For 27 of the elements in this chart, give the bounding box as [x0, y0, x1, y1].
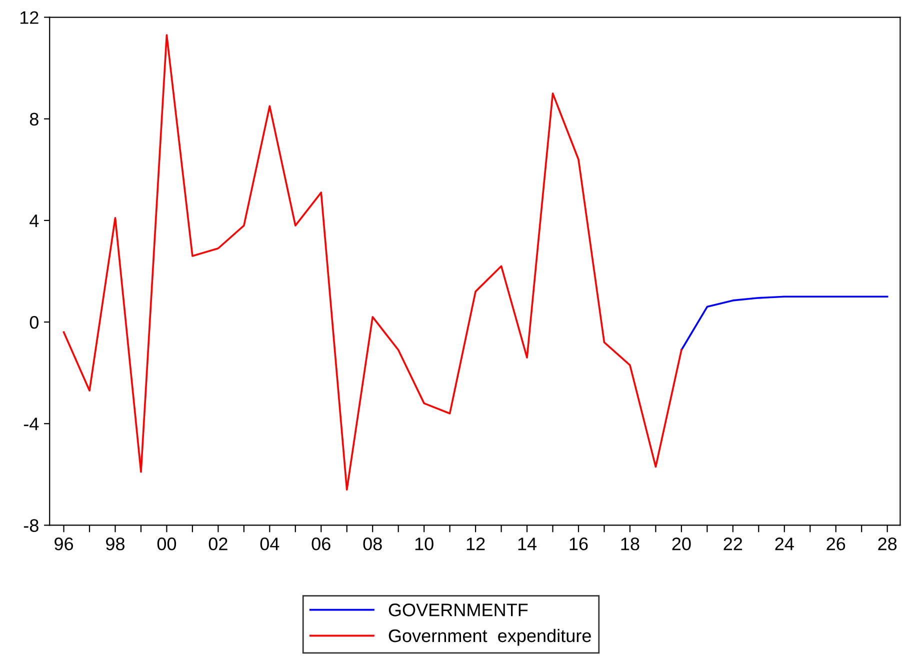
x-tick-label: 26: [826, 538, 846, 550]
x-tick-label: 20: [672, 538, 691, 550]
y-tick-label: 4: [30, 214, 39, 227]
y-tick-label: -8: [24, 519, 38, 532]
x-tick-label: 08: [363, 538, 382, 550]
line-series: [62, 34, 682, 491]
x-tick-label: 16: [570, 538, 588, 550]
x-tick-label: 18: [621, 538, 640, 550]
y-tick-label: 8: [30, 112, 38, 126]
y-tick-label: 0: [30, 316, 38, 329]
x-tick-label: 14: [518, 538, 537, 550]
x-tick-label: 02: [208, 538, 228, 550]
y-tick-label: -4: [24, 418, 39, 430]
x-tick-label: 06: [312, 538, 330, 550]
legend-label: GOVERNMENTF: [388, 604, 528, 616]
x-tick-label: 96: [54, 538, 74, 550]
x-tick-label: 10: [415, 538, 434, 550]
x-tick-label: 98: [106, 538, 124, 550]
line-series: [680, 296, 888, 351]
legend-label: Government expenditure: [388, 628, 591, 646]
x-tick-label: 24: [775, 538, 794, 550]
x-tick-label: 04: [260, 538, 280, 550]
x-tick-label: 12: [466, 538, 485, 550]
x-tick-label: 28: [878, 538, 897, 550]
y-tick-label: 12: [20, 11, 38, 24]
x-tick-label: 00: [157, 538, 176, 550]
x-tick-label: 22: [724, 538, 742, 550]
